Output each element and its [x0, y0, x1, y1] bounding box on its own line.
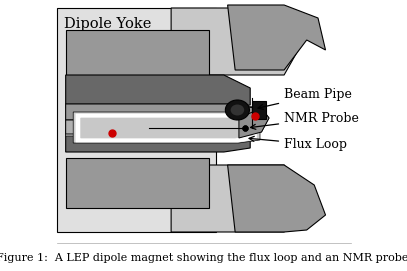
- Text: Beam Pipe: Beam Pipe: [258, 88, 352, 109]
- Text: Coil: Coil: [119, 83, 145, 96]
- Polygon shape: [66, 128, 250, 152]
- Ellipse shape: [231, 105, 244, 115]
- Ellipse shape: [225, 100, 249, 120]
- Polygon shape: [66, 30, 209, 80]
- Polygon shape: [228, 165, 326, 232]
- Polygon shape: [81, 118, 252, 138]
- FancyBboxPatch shape: [252, 101, 266, 119]
- Polygon shape: [239, 108, 269, 138]
- Polygon shape: [66, 158, 209, 208]
- Polygon shape: [66, 104, 254, 120]
- Polygon shape: [66, 75, 250, 108]
- Polygon shape: [73, 112, 260, 143]
- Polygon shape: [66, 104, 269, 136]
- Polygon shape: [57, 8, 216, 232]
- Polygon shape: [171, 165, 307, 232]
- Polygon shape: [77, 115, 256, 141]
- Text: NMR Probe: NMR Probe: [251, 112, 359, 129]
- Text: Flux Loop: Flux Loop: [249, 136, 347, 151]
- Polygon shape: [66, 120, 254, 134]
- Text: Figure 1:  A LEP dipole magnet showing the flux loop and an NMR probe.: Figure 1: A LEP dipole magnet showing th…: [0, 253, 407, 263]
- Polygon shape: [228, 5, 326, 70]
- Text: Dipole Yoke: Dipole Yoke: [64, 17, 151, 31]
- Polygon shape: [171, 8, 307, 75]
